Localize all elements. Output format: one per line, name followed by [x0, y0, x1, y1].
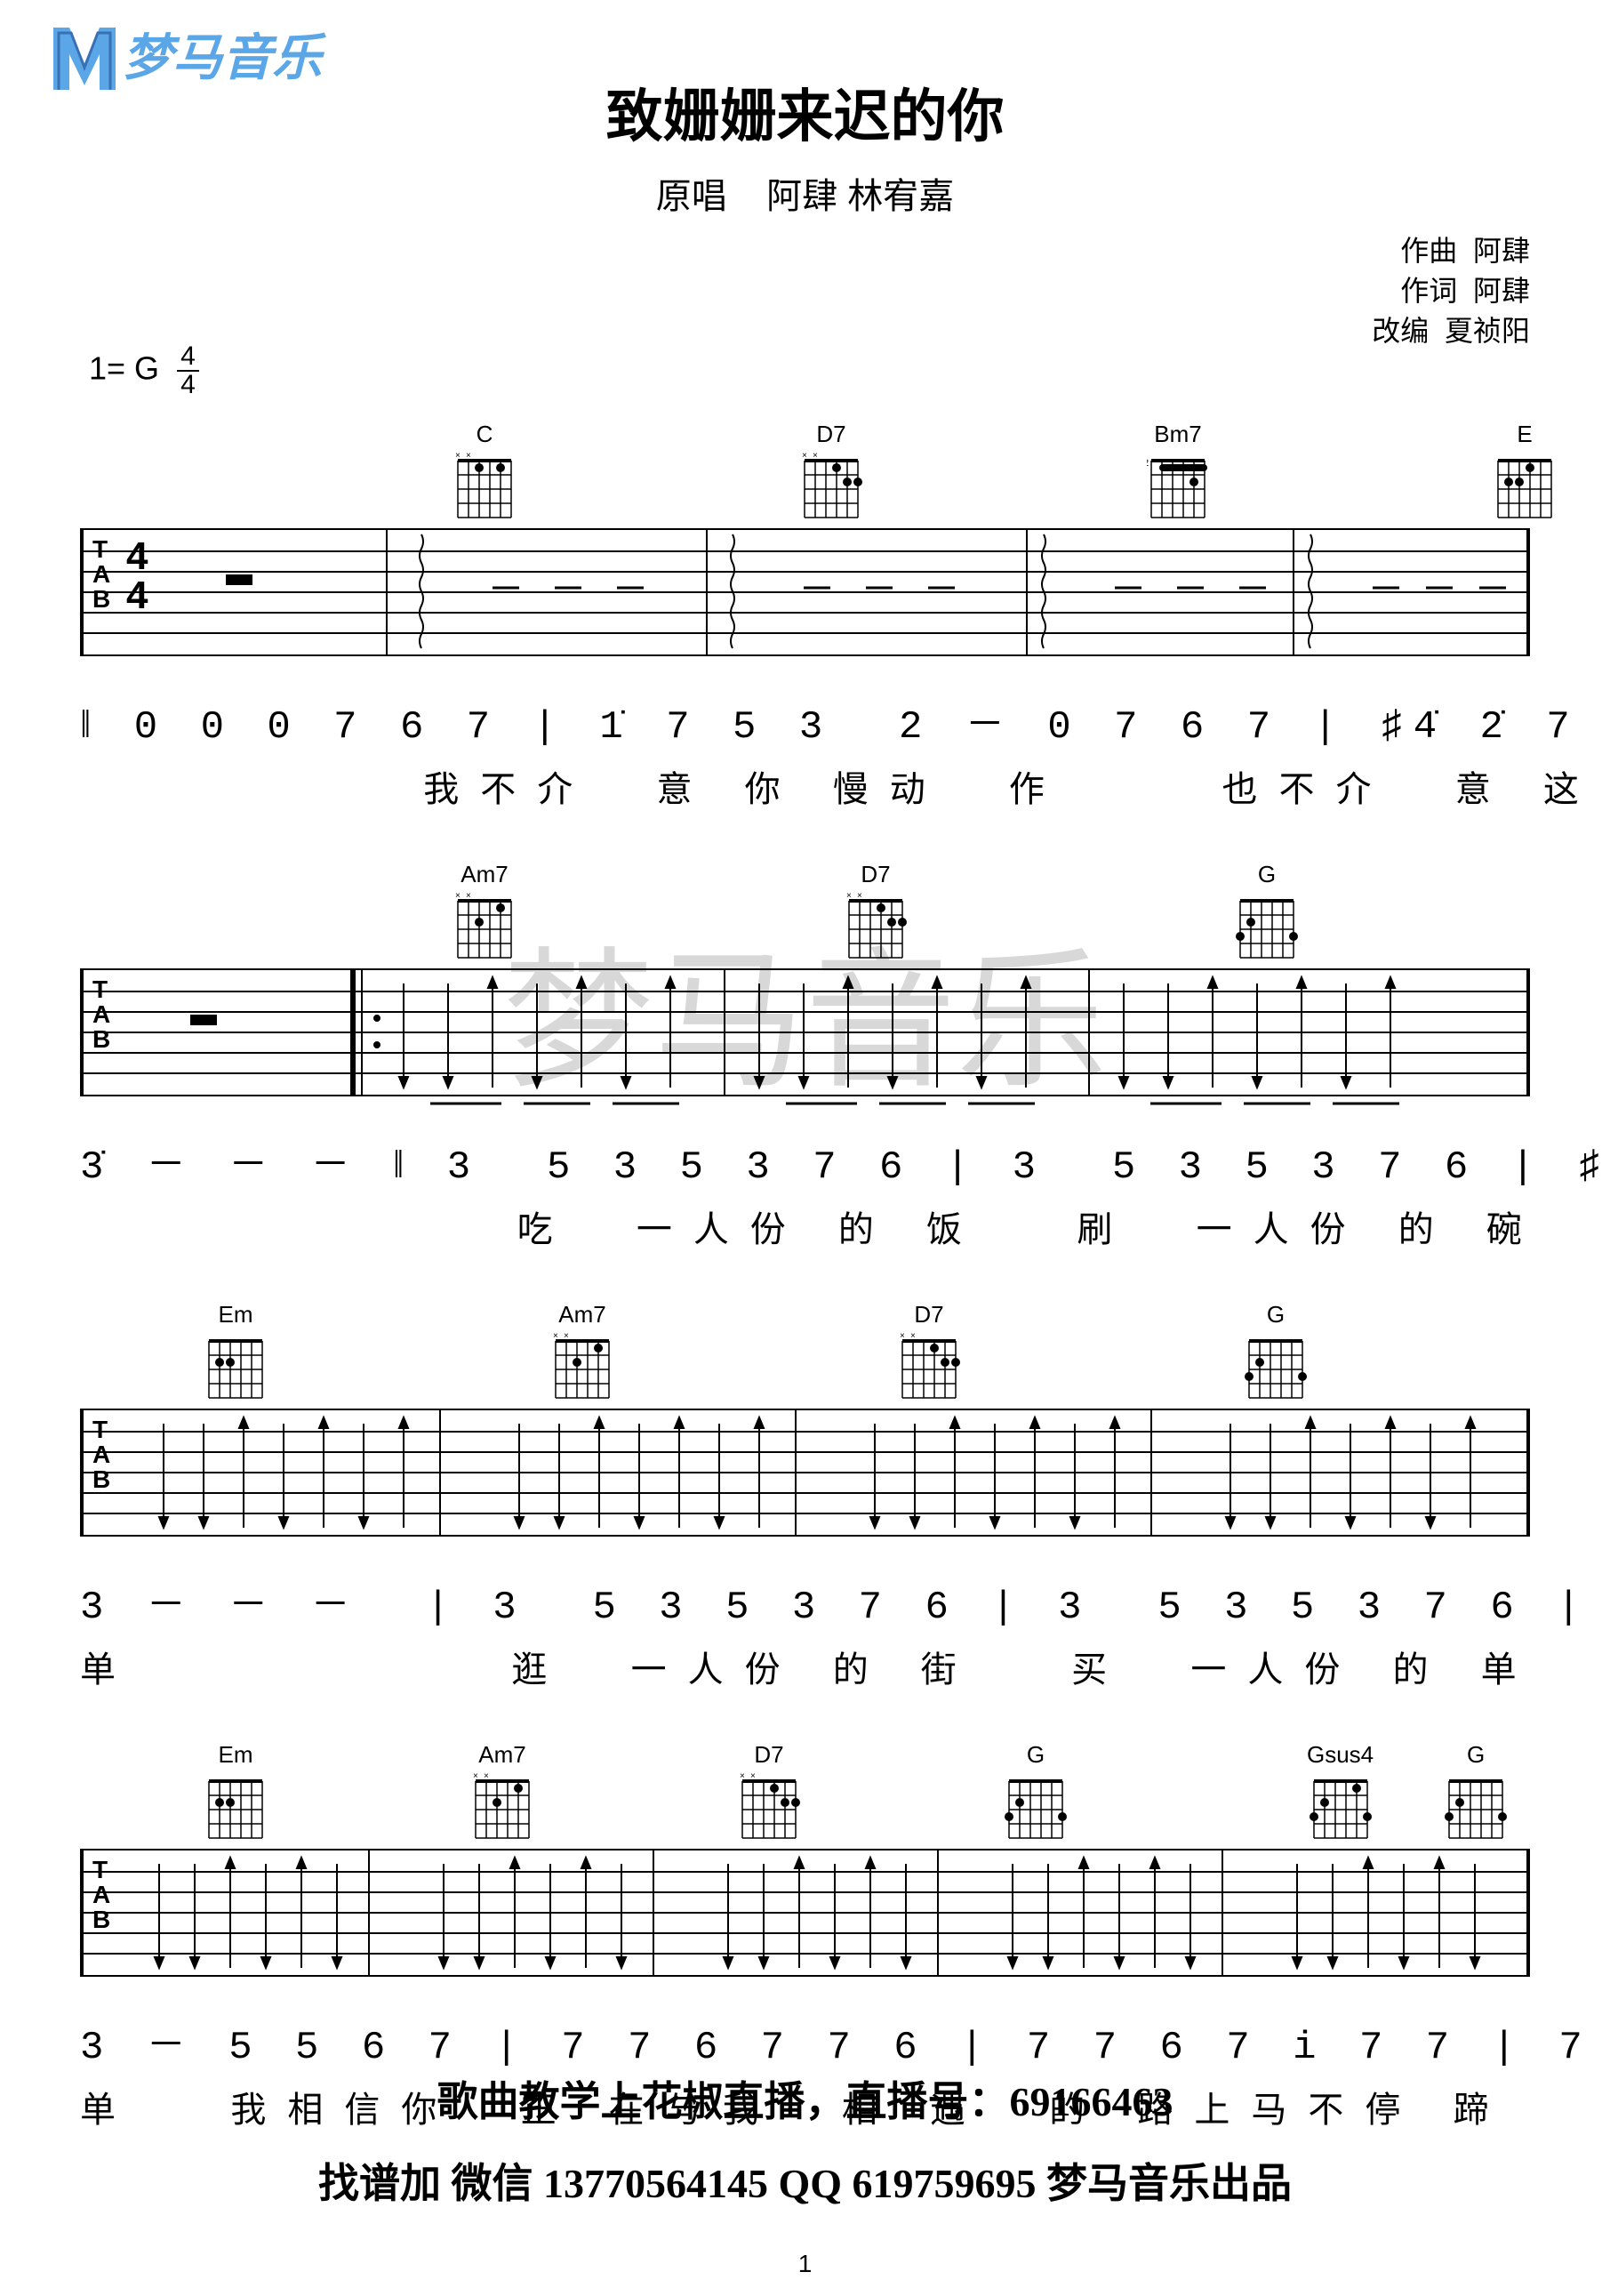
- arranger: 夏祯阳: [1445, 315, 1530, 347]
- svg-text:×: ×: [455, 452, 461, 461]
- time-signature: 4 4: [177, 343, 199, 398]
- lyrics-2: 吃 一人份 的 饭 刷 一人份 的 碗 真 的我并没有 觉 得 孤: [80, 1200, 1530, 1252]
- svg-text:×: ×: [466, 892, 471, 901]
- chord-Em2: Em: [219, 1741, 253, 1769]
- page-number: 1: [798, 2250, 813, 2278]
- chord-Bm7: Bm7: [1154, 421, 1201, 448]
- chord-D7c: D7: [914, 1301, 943, 1329]
- svg-text:×: ×: [802, 452, 807, 461]
- chord-G: G: [1258, 861, 1276, 888]
- strum-marks-1: [404, 530, 1524, 654]
- chord-Em: Em: [219, 1301, 253, 1329]
- svg-text:×: ×: [484, 1772, 489, 1781]
- svg-text:×: ×: [455, 892, 461, 901]
- key-text: 1= G: [89, 350, 159, 387]
- svg-text:×: ×: [740, 1772, 745, 1781]
- subtitle-artists: 阿肆 林宥嘉: [766, 177, 954, 216]
- chord-row-1: C × × D7 × × Bm7 2 E: [453, 416, 1530, 523]
- svg-text:×: ×: [857, 892, 862, 901]
- chord-D7b: D7: [861, 861, 890, 888]
- svg-text:×: ×: [900, 1332, 905, 1341]
- svg-text:2: 2: [1147, 458, 1149, 469]
- chord-D7-2: D7: [754, 1741, 783, 1769]
- chord-D7: D7: [816, 421, 845, 448]
- subtitle-prefix: 原唱: [656, 177, 727, 216]
- svg-text:×: ×: [910, 1332, 916, 1341]
- tab-staff-4: TAB: [80, 1849, 1530, 1977]
- chord-Am7: Am7: [461, 861, 508, 888]
- tab-staff-3: TAB: [80, 1409, 1530, 1537]
- strum-marks-3: [146, 1410, 1524, 1553]
- subtitle: 原唱 阿肆 林宥嘉: [80, 167, 1530, 219]
- jianpu-2: 3̇ － － － ‖ 3 5 3 5 3 7 6 | 3 5 3 5 3 7 6…: [80, 1132, 1530, 1190]
- lyricist: 阿肆: [1473, 275, 1530, 307]
- chord-Am7-2: Am7: [478, 1741, 525, 1769]
- strum-marks-2: [386, 970, 1524, 1112]
- chord-C: C: [477, 421, 493, 448]
- jianpu-1: ‖ 0 0 0 7 6 7 | 1̇ 7 5 3 2 － 0 7 6 7 | ♯…: [80, 692, 1530, 750]
- credits-block: 作曲 阿肆 作词 阿肆 改编 夏祯阳: [1372, 231, 1530, 350]
- ts-den: 4: [177, 372, 199, 398]
- footer: 歌曲教学上花椒直播，直播号：69166463 找谱加 微信 1377056414…: [0, 2061, 1610, 2225]
- lyrics-1: 我不介 意 你 慢动 作 也不介 意 这 次 先 擦 肩 而 过: [80, 760, 1530, 812]
- arranger-label: 改编: [1372, 315, 1429, 347]
- footer-line2: 找谱加 微信 13770564145 QQ 619759695 梦马音乐出品: [0, 2143, 1610, 2225]
- system-1: C × × D7 × × Bm7 2 E TAB 44: [80, 416, 1530, 812]
- chord-row-2: Am7×× D7×× G: [453, 856, 1530, 963]
- composer-label: 作曲: [1400, 235, 1457, 267]
- chord-G-2: G: [1027, 1741, 1045, 1769]
- logo-text: 梦马音乐: [123, 18, 322, 90]
- chord-row-3: Em Am7×× D7×× G: [204, 1297, 1530, 1403]
- key-signature: 1= G 4 4: [89, 343, 1530, 398]
- jianpu-3: 3 － － － | 3 5 3 5 3 7 6 | 3 5 3 5 3 7 6 …: [80, 1572, 1530, 1630]
- tab-staff-1: TAB 44: [80, 528, 1530, 656]
- svg-text:×: ×: [553, 1332, 558, 1341]
- chord-Gb: G: [1267, 1301, 1285, 1329]
- logo-mark: [53, 19, 116, 90]
- chord-Am7b: Am7: [558, 1301, 605, 1329]
- chord-row-4: Em Am7×× D7×× G Gsus4 G: [204, 1737, 1530, 1843]
- ts-num: 4: [177, 343, 199, 372]
- system-2: Am7×× D7×× G TAB: [80, 856, 1530, 1252]
- svg-text:×: ×: [813, 452, 818, 461]
- svg-text:×: ×: [564, 1332, 569, 1341]
- svg-text:×: ×: [473, 1772, 478, 1781]
- lyrics-3: 单 逛 一人份 的 街 买 一人份 的 单 真 的我并没有 觉 得 孤: [80, 1641, 1530, 1692]
- footer-line1: 歌曲教学上花椒直播，直播号：69166463: [0, 2061, 1610, 2143]
- chord-E: E: [1517, 421, 1532, 448]
- svg-text:×: ×: [466, 452, 471, 461]
- svg-text:×: ×: [750, 1772, 756, 1781]
- lyricist-label: 作词: [1400, 275, 1457, 307]
- chord-Gsus4: Gsus4: [1307, 1741, 1374, 1769]
- system-3: Em Am7×× D7×× G TAB 3 － － － | 3 5 3 5 3 …: [80, 1297, 1530, 1692]
- tab-staff-2: TAB: [80, 968, 1530, 1096]
- composer: 阿肆: [1473, 235, 1530, 267]
- brand-logo: 梦马音乐: [53, 18, 322, 90]
- svg-text:×: ×: [846, 892, 852, 901]
- chord-G-3: G: [1467, 1741, 1485, 1769]
- strum-marks-4: [146, 1850, 1524, 1993]
